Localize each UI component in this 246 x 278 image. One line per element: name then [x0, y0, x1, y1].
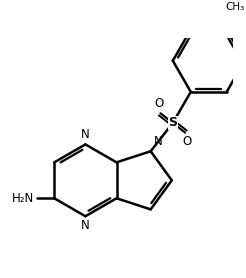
Text: N: N — [154, 135, 162, 148]
Text: H₂N: H₂N — [12, 192, 35, 205]
Text: O: O — [154, 97, 163, 110]
Text: N: N — [81, 219, 90, 232]
Text: S: S — [168, 116, 177, 130]
Text: O: O — [182, 135, 191, 148]
Text: N: N — [81, 128, 90, 142]
Text: CH₃: CH₃ — [226, 2, 245, 12]
